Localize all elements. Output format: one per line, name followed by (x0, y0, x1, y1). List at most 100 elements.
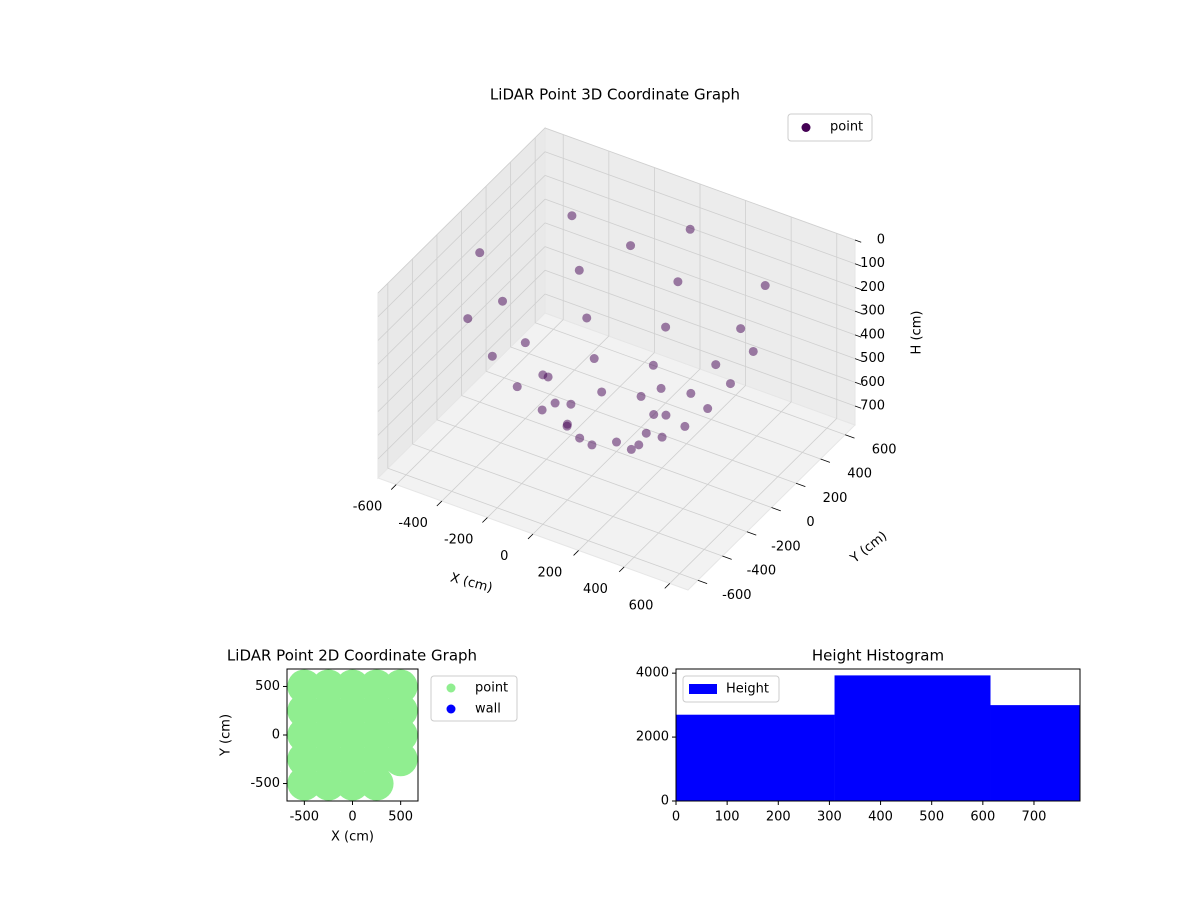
point (562, 421, 572, 431)
tick-mark (795, 482, 806, 487)
point (575, 433, 585, 443)
point (335, 718, 370, 752)
x-tick-label: 200 (537, 565, 562, 580)
y-tick-label: -400 (747, 564, 777, 579)
grid-line (544, 293, 856, 407)
point (648, 360, 658, 370)
x-tick-label: 400 (868, 810, 893, 825)
grid-line (535, 322, 846, 436)
y-tick-label: 200 (823, 491, 848, 506)
point (626, 444, 636, 454)
z-tick-label: 100 (860, 256, 885, 271)
y-tick-label: -200 (771, 539, 801, 554)
y-tick-label: 0 (661, 794, 669, 809)
point (359, 669, 394, 704)
grid-line (377, 246, 546, 412)
point (335, 693, 370, 728)
chart-title: LiDAR Point 2D Coordinate Graph (227, 647, 477, 665)
point (612, 437, 621, 447)
grid-line (377, 175, 546, 341)
tick-mark (482, 517, 488, 523)
point (311, 718, 346, 752)
z-tick-label: 400 (860, 327, 885, 342)
x-tick-label: 0 (348, 810, 356, 825)
grid-line (377, 127, 546, 294)
point (383, 669, 418, 704)
z-tick-label: 600 (860, 375, 885, 390)
grid-line (377, 198, 546, 365)
point (498, 296, 508, 306)
grid-line (544, 175, 856, 288)
point (680, 421, 690, 431)
legend-marker (689, 684, 717, 694)
y-tick-label: 0 (806, 515, 814, 530)
legend-label: Height (726, 682, 769, 697)
point (725, 379, 735, 389)
y-tick-label: -600 (722, 588, 752, 603)
x-tick-label: -600 (353, 500, 383, 515)
tick-mark (527, 533, 534, 540)
point (383, 718, 418, 752)
z-tick-label: 200 (860, 280, 885, 295)
grid-line (544, 222, 856, 336)
y-tick-label: 2000 (636, 730, 669, 745)
point (311, 669, 346, 704)
grid-line (387, 467, 698, 581)
chart-title: LiDAR Point 3D Coordinate Graph (490, 86, 740, 104)
point (287, 693, 322, 728)
point (520, 338, 530, 348)
grid-line (377, 151, 546, 318)
grid-line (544, 198, 856, 312)
tick-mark (820, 458, 831, 463)
tick-mark (771, 507, 781, 512)
point (686, 388, 696, 398)
tick-mark (697, 579, 708, 585)
y-tick-label: -500 (250, 776, 280, 791)
point (597, 387, 607, 397)
x-tick-label: 500 (388, 810, 413, 825)
point (657, 432, 667, 442)
point (760, 281, 770, 291)
point (703, 404, 713, 414)
tick-mark (854, 381, 862, 385)
x-tick-label: 300 (817, 810, 842, 825)
grid-line (412, 443, 723, 557)
point (537, 405, 547, 415)
grid-line (510, 346, 821, 460)
legend-label: point (475, 681, 508, 696)
legend-marker (801, 123, 811, 132)
point (383, 742, 418, 777)
point (543, 372, 553, 382)
y-tick-label: 600 (872, 442, 897, 457)
tick-mark (722, 555, 732, 560)
point (359, 693, 394, 728)
grid-line (544, 269, 856, 383)
grid-line (461, 395, 772, 508)
point (335, 742, 370, 777)
bar (834, 675, 991, 801)
point (656, 383, 666, 393)
point (463, 314, 473, 324)
tick-mark (746, 531, 757, 536)
tick-mark (618, 566, 625, 573)
points (287, 669, 418, 801)
point (636, 391, 646, 401)
x-tick-label: 500 (919, 810, 944, 825)
x-tick-label: 600 (629, 598, 654, 613)
point (383, 693, 418, 728)
tick-mark (854, 287, 862, 291)
legend-marker (446, 704, 456, 714)
x-tick-label: 0 (500, 549, 508, 564)
x-tick-label: 0 (672, 810, 680, 825)
grid-line (436, 419, 748, 533)
y-axis-label: Y (cm) (847, 529, 890, 567)
tick-mark (390, 484, 397, 490)
point (335, 766, 370, 801)
x-tick-label: 200 (766, 810, 791, 825)
grid-line (485, 370, 797, 484)
y-tick-label: 4000 (636, 666, 669, 681)
z-tick-label: 0 (877, 233, 885, 248)
y-tick-label: 500 (255, 679, 280, 694)
point (287, 742, 322, 777)
point (626, 241, 636, 251)
